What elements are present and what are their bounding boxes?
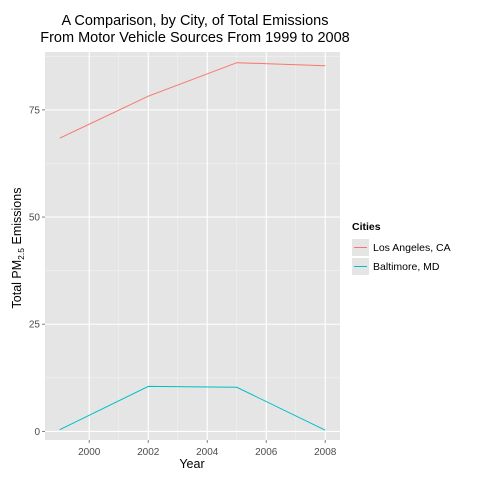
major-gridlines — [45, 52, 340, 440]
y-axis: 0 25 50 75 — [29, 105, 45, 438]
legend-key-los-angeles — [352, 239, 369, 256]
x-tick-label: 2000 — [78, 447, 101, 458]
y-axis-label-prefix: Total PM — [10, 259, 24, 309]
chart-title-line-1: A Comparison, by City, of Total Emission… — [61, 13, 329, 29]
minor-gridlines — [45, 52, 340, 440]
x-axis-label: Year — [179, 457, 205, 471]
y-axis-label-suffix: Emissions — [10, 187, 24, 248]
y-tick-label: 25 — [29, 320, 41, 331]
x-tick-label: 2002 — [137, 447, 160, 458]
legend-key-baltimore — [352, 258, 369, 275]
x-tick-label: 2006 — [255, 447, 278, 458]
chart-title-line-2: From Motor Vehicle Sources From 1999 to … — [40, 30, 350, 46]
legend: Cities Los Angeles, CA Baltimore, MD — [352, 221, 451, 276]
y-tick-label: 0 — [34, 427, 40, 438]
series-line-1 — [59, 385, 326, 431]
y-axis-label: Total PM2.5 Emissions — [10, 188, 26, 309]
plot-panel — [45, 52, 340, 440]
y-tick-label: 50 — [29, 213, 41, 224]
legend-label-baltimore: Baltimore, MD — [373, 260, 440, 273]
legend-line-icon — [354, 266, 367, 267]
y-axis-label-subscript: 2.5 — [16, 247, 26, 260]
x-axis: 2000 2002 2004 2006 2008 — [78, 440, 337, 458]
chart-title: A Comparison, by City, of Total Emission… — [0, 13, 390, 47]
x-tick-label: 2008 — [314, 447, 337, 458]
legend-item-baltimore: Baltimore, MD — [352, 257, 451, 276]
x-tick-label: 2004 — [196, 447, 219, 458]
legend-item-los-angeles: Los Angeles, CA — [352, 238, 451, 257]
legend-title: Cities — [352, 221, 381, 233]
series-line-0 — [59, 62, 326, 139]
legend-line-icon — [354, 247, 367, 248]
series-lines — [59, 62, 326, 431]
legend-label-los-angeles: Los Angeles, CA — [373, 241, 451, 254]
y-tick-label: 75 — [29, 105, 41, 116]
